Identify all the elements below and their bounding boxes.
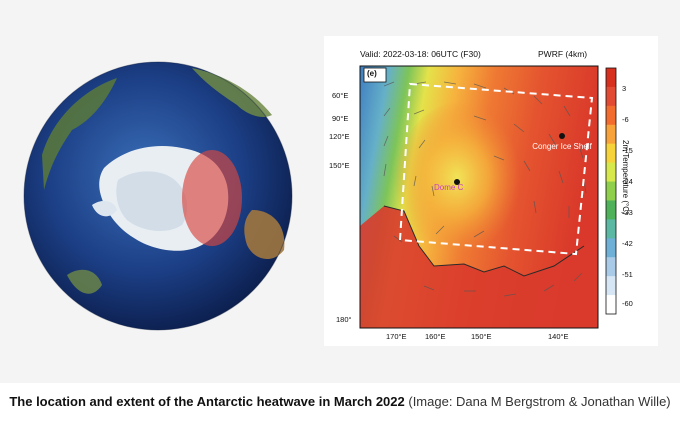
lat-label-180: 180°	[336, 315, 352, 324]
land-asia	[192, 68, 272, 117]
caption-credit: (Image: Dana M Bergstrom & Jonathan Will…	[404, 394, 671, 409]
colorbar-swatch	[606, 238, 616, 258]
land-africa	[42, 78, 117, 190]
coastline	[383, 205, 585, 277]
colorbar-swatch	[606, 105, 616, 126]
colorbar-tick-minus-15: -15	[622, 146, 633, 155]
colorbar-swatch	[606, 86, 616, 107]
colorbar-frame	[605, 67, 617, 315]
lon-label-140e: 140°E	[548, 332, 569, 341]
lat-label-150e: 150°E	[329, 161, 350, 170]
land-south-america	[67, 269, 102, 294]
heatwave-extent-marker	[182, 150, 242, 246]
colorbar-swatch	[606, 162, 616, 183]
colorbar-tick-minus-6: -6	[622, 115, 629, 124]
lat-label-60e: 60°E	[332, 91, 349, 100]
colorbar-tick-3: 3	[622, 84, 627, 93]
heatwave-domain-box	[398, 82, 594, 256]
colorbar-swatch	[606, 219, 616, 239]
temperature-map-panel: Valid: 2022-03-18: 06UTC (F30) PWRF (4km…	[324, 36, 658, 346]
colorbar-swatch	[606, 200, 616, 220]
caption-bold: The location and extent of the Antarctic…	[9, 394, 405, 409]
lon-label-150e: 150°E	[471, 332, 492, 341]
antarctica-globe	[23, 61, 293, 331]
colorbar	[605, 67, 617, 315]
lon-label-170e: 170°E	[386, 332, 407, 341]
panel-tag: (e)	[367, 69, 377, 78]
lon-label-160e: 160°E	[425, 332, 446, 341]
figure-caption: The location and extent of the Antarctic…	[0, 392, 680, 411]
colorbar-swatch	[606, 143, 616, 164]
colorbar-swatch	[606, 257, 616, 277]
cold-dome-region	[394, 101, 534, 271]
model-label: PWRF (4km)	[538, 49, 588, 59]
colorbar-tick-minus-60: -60	[622, 299, 633, 308]
lat-label-120e: 120°E	[329, 132, 350, 141]
conger-ice-shelf-marker	[559, 133, 565, 139]
dome-c-label: Dome C	[434, 183, 464, 192]
ocean-warm-region	[360, 206, 598, 328]
colorbar-title: 2m Temperature (°C)	[621, 140, 630, 215]
panel-tag-box	[363, 67, 387, 83]
colorbar-tick-minus-24: -24	[622, 177, 633, 186]
wind-vectors	[383, 81, 587, 297]
land-australia	[244, 210, 285, 260]
colorbar-swatch	[606, 124, 616, 145]
temperature-field	[359, 65, 617, 329]
antarctic-ice-sheet	[116, 171, 188, 232]
colorbar-swatch	[606, 68, 616, 88]
figure-area: Valid: 2022-03-18: 06UTC (F30) PWRF (4km…	[0, 0, 680, 383]
lat-label-90e: 90°E	[332, 114, 349, 123]
globe-image	[22, 60, 294, 332]
antarctic-peninsula	[92, 200, 117, 217]
valid-time-label: Valid: 2022-03-18: 06UTC (F30)	[360, 49, 481, 59]
dome-c-marker	[454, 179, 460, 185]
colorbar-swatch	[606, 276, 616, 296]
colorbar-tick-minus-51: -51	[622, 270, 633, 279]
colorbar-swatch	[606, 295, 616, 315]
map-frame	[359, 65, 599, 329]
colorbar-tick-minus-33: -33	[622, 208, 633, 217]
colorbar-tick-minus-42: -42	[622, 239, 633, 248]
conger-ice-shelf-label: Conger Ice Shelf	[532, 142, 592, 151]
colorbar-swatch	[606, 181, 616, 201]
